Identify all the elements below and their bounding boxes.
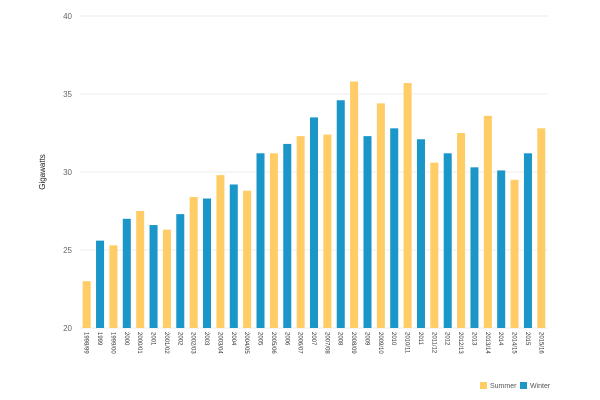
legend[interactable]: Summer Winter: [480, 382, 551, 390]
bar-summer[interactable]: [483, 115, 492, 328]
x-tick-label: 2014: [497, 332, 503, 346]
bar-summer[interactable]: [457, 133, 466, 328]
bar-winter[interactable]: [523, 153, 532, 328]
bar-winter[interactable]: [96, 240, 105, 328]
x-tick-label: 2003: [203, 332, 209, 346]
x-tick-label: 2009: [363, 332, 369, 346]
bar-winter[interactable]: [497, 170, 506, 328]
x-tick-label: 2008: [337, 332, 343, 346]
x-tick-label: 2013/14: [484, 332, 490, 354]
bar-winter[interactable]: [470, 167, 479, 328]
x-tick-label: 2007: [310, 332, 316, 346]
x-tick-label: 2014/15: [511, 332, 517, 354]
legend-label-summer[interactable]: Summer: [490, 383, 517, 390]
bar-summer[interactable]: [269, 153, 278, 328]
bar-winter[interactable]: [309, 117, 319, 329]
bar-summer[interactable]: [109, 245, 118, 328]
x-tick-label: 1999: [96, 332, 102, 346]
x-tick-label: 2011/12: [430, 332, 436, 354]
bar-winter[interactable]: [203, 198, 212, 328]
bar-summer[interactable]: [537, 128, 546, 328]
bar-winter[interactable]: [256, 153, 265, 328]
bar-winter[interactable]: [229, 184, 238, 328]
x-tick-label: 2007/08: [323, 332, 329, 354]
y-tick-label: 25: [63, 246, 72, 255]
x-tick-label: 2010: [390, 332, 396, 346]
x-tick-label: 2012: [444, 332, 450, 346]
x-tick-label: 2011: [417, 332, 423, 346]
x-tick-label: 2012/13: [457, 332, 463, 354]
x-tick-label: 2000/01: [136, 332, 142, 354]
legend-label-winter[interactable]: Winter: [530, 383, 551, 390]
bar-summer[interactable]: [82, 281, 91, 328]
x-axis-labels: 1998/99 1999 1999/00 2000 2000/01 2001 2001/02…: [83, 332, 544, 354]
bar-summer[interactable]: [323, 134, 332, 328]
x-tick-label: 2003/04: [216, 332, 222, 354]
x-tick-label: 2015/16: [537, 332, 543, 354]
bar-summer[interactable]: [510, 179, 519, 328]
y-tick-label: 20: [63, 324, 72, 333]
legend-swatch-winter[interactable]: [520, 382, 527, 389]
bar-summer[interactable]: [350, 81, 359, 329]
x-tick-label: 2002/03: [190, 332, 196, 354]
x-tick-label: 2010/11: [404, 332, 410, 354]
x-tick-label: 2009/10: [377, 332, 383, 354]
x-tick-label: 2000: [123, 332, 129, 346]
bar-summer[interactable]: [162, 229, 171, 328]
x-tick-label: 1999/00: [109, 332, 115, 354]
y-tick-label: 35: [63, 90, 72, 99]
bar-summer[interactable]: [403, 83, 412, 328]
x-tick-label: 2004: [230, 332, 236, 346]
x-tick-label: 2001/02: [163, 332, 169, 354]
y-axis-title: Gigawatts: [38, 154, 47, 190]
x-tick-label: 2001: [150, 332, 156, 346]
bar-winter[interactable]: [336, 100, 345, 329]
y-axis: 20 25 30 35 40: [63, 12, 72, 333]
bar-winter[interactable]: [122, 218, 131, 328]
x-tick-label: 2005/06: [270, 332, 276, 354]
x-tick-label: 2015: [524, 332, 530, 346]
x-tick-label: 2006/07: [297, 332, 303, 354]
bar-winter[interactable]: [149, 225, 158, 328]
x-tick-label: 2008/09: [350, 332, 356, 354]
x-tick-label: 1998/99: [83, 332, 89, 354]
bar-summer[interactable]: [136, 211, 145, 328]
x-tick-label: 2004/05: [243, 332, 249, 354]
legend-swatch-summer[interactable]: [480, 382, 487, 389]
bar-winter[interactable]: [443, 153, 452, 328]
bar-winter[interactable]: [363, 136, 372, 328]
bar-summer[interactable]: [430, 162, 439, 328]
bar-summer[interactable]: [376, 103, 385, 328]
bars: [82, 81, 546, 329]
x-tick-label: 2002: [176, 332, 182, 346]
bar-summer[interactable]: [296, 136, 305, 328]
bar-winter[interactable]: [416, 139, 425, 328]
bar-summer[interactable]: [189, 196, 198, 328]
bar-summer[interactable]: [243, 190, 252, 328]
y-tick-label: 30: [63, 168, 72, 177]
bar-winter[interactable]: [390, 128, 399, 328]
x-tick-label: 2013: [470, 332, 476, 346]
bar-winter[interactable]: [283, 143, 292, 328]
bar-summer[interactable]: [216, 175, 225, 328]
bar-winter[interactable]: [176, 214, 185, 328]
x-tick-label: 2005: [257, 332, 263, 346]
x-tick-label: 2006: [283, 332, 289, 346]
y-tick-label: 40: [63, 12, 72, 21]
